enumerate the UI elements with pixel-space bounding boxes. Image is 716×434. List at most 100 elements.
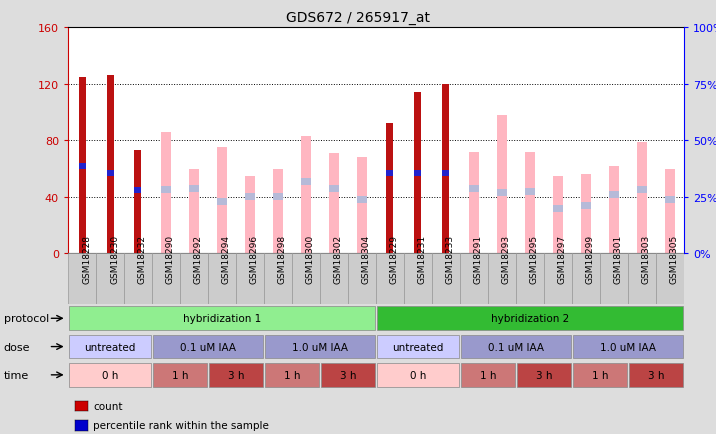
Text: 1 h: 1 h xyxy=(284,370,300,380)
Bar xyxy=(469,152,479,254)
Text: GSM18301: GSM18301 xyxy=(614,234,623,283)
Text: 0 h: 0 h xyxy=(102,370,118,380)
Bar xyxy=(544,254,572,304)
Bar xyxy=(217,198,227,205)
Bar xyxy=(600,254,628,304)
Text: GSM18233: GSM18233 xyxy=(446,234,455,283)
Text: count: count xyxy=(93,401,122,411)
Bar xyxy=(321,363,374,387)
Bar xyxy=(236,254,264,304)
Text: GSM18300: GSM18300 xyxy=(306,234,315,283)
Bar xyxy=(320,254,348,304)
Bar xyxy=(629,363,682,387)
Bar xyxy=(387,171,393,176)
Bar xyxy=(153,363,207,387)
Text: hybridization 2: hybridization 2 xyxy=(490,314,569,323)
Bar xyxy=(461,335,571,358)
Bar xyxy=(135,151,142,254)
Text: untreated: untreated xyxy=(392,342,444,352)
Text: 0 h: 0 h xyxy=(410,370,426,380)
Bar xyxy=(161,133,171,254)
Bar xyxy=(517,363,571,387)
Bar xyxy=(265,363,319,387)
Bar xyxy=(264,254,292,304)
Bar xyxy=(189,185,199,193)
Text: 1.0 uM IAA: 1.0 uM IAA xyxy=(600,342,656,352)
Bar xyxy=(376,254,404,304)
Text: GSM18302: GSM18302 xyxy=(334,234,343,283)
Bar xyxy=(553,176,563,254)
Text: GSM18229: GSM18229 xyxy=(390,234,399,283)
Text: GSM18297: GSM18297 xyxy=(558,234,567,283)
Bar xyxy=(377,335,459,358)
Bar xyxy=(217,148,227,254)
Bar xyxy=(245,176,255,254)
Bar xyxy=(96,254,124,304)
Bar xyxy=(357,158,367,254)
Text: GSM18230: GSM18230 xyxy=(110,234,119,283)
Bar xyxy=(488,254,516,304)
Bar xyxy=(68,254,96,304)
Text: GDS672 / 265917_at: GDS672 / 265917_at xyxy=(286,11,430,25)
Bar xyxy=(573,363,626,387)
Bar xyxy=(152,254,180,304)
Bar xyxy=(209,363,263,387)
Bar xyxy=(461,363,515,387)
Text: percentile rank within the sample: percentile rank within the sample xyxy=(93,421,269,430)
Bar xyxy=(469,185,479,193)
Bar xyxy=(180,254,208,304)
Text: 3 h: 3 h xyxy=(228,370,244,380)
Text: protocol: protocol xyxy=(4,314,49,323)
Text: 1.0 uM IAA: 1.0 uM IAA xyxy=(292,342,348,352)
Text: GSM18296: GSM18296 xyxy=(250,234,259,283)
Text: GSM18228: GSM18228 xyxy=(82,234,91,283)
Bar xyxy=(432,254,460,304)
Bar xyxy=(553,205,563,212)
Bar xyxy=(609,191,619,198)
Bar xyxy=(79,164,85,169)
Text: GSM18304: GSM18304 xyxy=(362,234,371,283)
Bar xyxy=(460,254,488,304)
Text: GSM18298: GSM18298 xyxy=(278,234,287,283)
Bar xyxy=(273,194,283,201)
Text: GSM18231: GSM18231 xyxy=(418,234,427,283)
Bar xyxy=(69,335,151,358)
Bar xyxy=(415,171,422,176)
Bar xyxy=(329,185,339,193)
Bar xyxy=(387,124,393,254)
Bar xyxy=(273,169,283,254)
Bar xyxy=(69,307,374,330)
Bar xyxy=(292,254,320,304)
Bar xyxy=(377,307,682,330)
Text: GSM18295: GSM18295 xyxy=(530,234,539,283)
Text: GSM18293: GSM18293 xyxy=(502,234,511,283)
Bar xyxy=(124,254,152,304)
Bar xyxy=(301,137,311,254)
Bar xyxy=(637,187,647,194)
Text: untreated: untreated xyxy=(84,342,136,352)
Bar xyxy=(107,171,114,176)
Bar xyxy=(656,254,684,304)
Text: GSM18305: GSM18305 xyxy=(669,234,679,283)
Bar xyxy=(135,187,142,193)
Text: GSM18294: GSM18294 xyxy=(222,234,231,283)
Bar xyxy=(161,187,171,194)
Bar xyxy=(348,254,376,304)
Text: 3 h: 3 h xyxy=(339,370,356,380)
Bar xyxy=(573,335,682,358)
Text: 1 h: 1 h xyxy=(480,370,496,380)
Bar xyxy=(153,335,263,358)
Bar xyxy=(245,194,255,201)
Bar xyxy=(525,152,535,254)
Text: GSM18299: GSM18299 xyxy=(586,234,595,283)
Bar xyxy=(442,85,450,254)
Bar xyxy=(442,171,450,176)
Text: GSM18232: GSM18232 xyxy=(138,234,147,283)
Bar xyxy=(497,115,507,254)
Text: dose: dose xyxy=(4,342,30,352)
Bar xyxy=(415,93,422,254)
Bar xyxy=(525,188,535,195)
Text: 3 h: 3 h xyxy=(647,370,664,380)
Bar xyxy=(609,166,619,254)
Text: 3 h: 3 h xyxy=(536,370,552,380)
